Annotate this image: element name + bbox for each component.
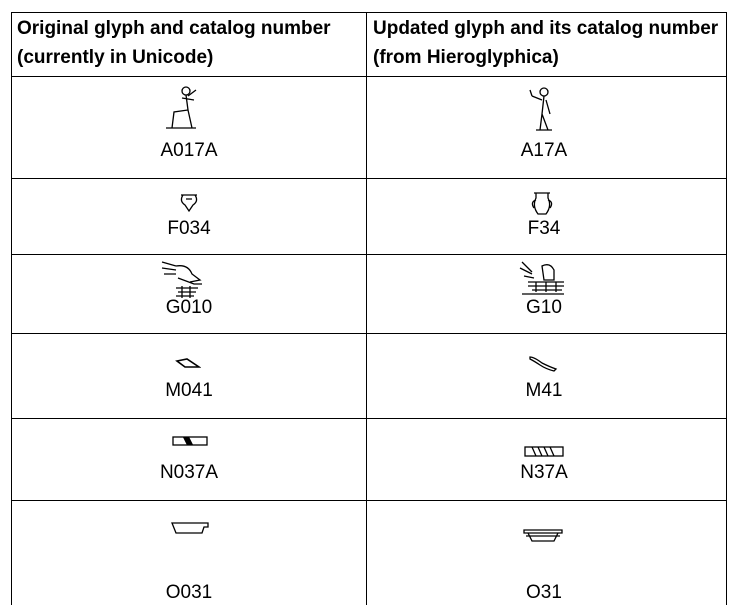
catalog-number: G10 [526, 297, 562, 318]
catalog-number: O31 [526, 582, 562, 603]
glyph-icon [523, 529, 563, 542]
row-border [11, 254, 726, 255]
catalog-number: O031 [165, 582, 213, 603]
glyph-icon [166, 86, 197, 129]
column-header: Original glyph and catalog number (curre… [17, 18, 331, 68]
catalog-number: A17A [520, 140, 568, 161]
glyph-icon [161, 261, 202, 298]
column-header: Updated glyph and its catalog number (fr… [373, 18, 719, 68]
catalog-number: N037A [159, 462, 219, 483]
catalog-number: M041 [165, 380, 213, 401]
catalog-number: F34 [527, 218, 561, 239]
glyph-icon [171, 522, 209, 534]
table-border [11, 12, 12, 605]
catalog-number: A017A [160, 140, 218, 161]
catalog-number: M41 [525, 380, 563, 401]
catalog-number: F034 [167, 218, 211, 239]
table-border [726, 12, 727, 605]
row-border [11, 418, 726, 419]
row-border [11, 500, 726, 501]
glyph-icon [529, 356, 558, 372]
glyph-icon [529, 87, 552, 131]
table-border [11, 12, 726, 13]
catalog-number: G010 [165, 297, 213, 318]
glyph-icon [180, 194, 198, 213]
glyph-icon [172, 436, 208, 446]
row-border [11, 178, 726, 179]
row-border [11, 333, 726, 334]
glyph-icon [531, 192, 553, 215]
row-border [11, 76, 726, 77]
glyph-icon [524, 446, 564, 457]
glyph-icon [519, 261, 564, 295]
glyph-icon [175, 358, 201, 368]
catalog-number: N37A [520, 462, 568, 483]
column-border [366, 12, 367, 605]
